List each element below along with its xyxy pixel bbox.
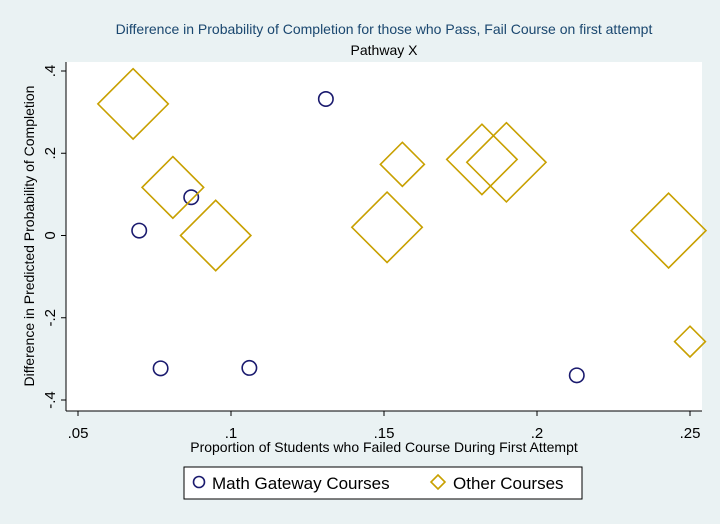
y-tick-label: 0 — [42, 231, 59, 239]
other-course-point — [350, 190, 424, 264]
legend-other-label: Other Courses — [453, 474, 564, 493]
other-course-point — [445, 123, 519, 196]
math-gateway-point — [183, 189, 200, 206]
y-tick-label: -.4 — [42, 391, 59, 409]
chart-title: Difference in Probability of Completion … — [116, 21, 653, 37]
y-tick-label: .4 — [42, 65, 59, 78]
math-gateway-point — [131, 222, 148, 239]
other-course-point — [673, 325, 707, 359]
legend-math-label: Math Gateway Courses — [212, 474, 390, 493]
legend-box — [183, 466, 583, 500]
legend: Math Gateway Courses Other Courses — [183, 466, 583, 500]
x-tick-label: .2 — [531, 425, 544, 442]
x-tick-label: .15 — [374, 425, 395, 442]
other-course-point — [140, 155, 205, 220]
y-axis-ticks: -.4 -.2 0 .2 .4 — [42, 65, 66, 409]
other-course-point — [465, 121, 548, 204]
legend-math-marker-icon — [192, 475, 206, 489]
math-gateway-point — [152, 360, 169, 377]
math-gateway-point — [568, 367, 585, 384]
other-course-point — [96, 67, 170, 141]
y-axis-title: Difference in Predicted Probability of C… — [21, 86, 37, 387]
y-tick-label: .2 — [42, 147, 59, 160]
data-points — [96, 67, 708, 384]
other-course-point — [379, 141, 426, 188]
x-tick-label: .1 — [225, 425, 238, 442]
other-course-point — [630, 192, 708, 270]
plot-area — [66, 62, 702, 411]
x-axis-title: Proportion of Students who Failed Course… — [190, 439, 578, 455]
x-tick-label: .05 — [68, 425, 89, 442]
chart-subtitle: Pathway X — [351, 42, 419, 58]
math-gateway-point — [241, 359, 258, 376]
x-tick-label: .25 — [680, 425, 701, 442]
math-gateway-point — [317, 90, 334, 107]
other-course-point — [179, 199, 253, 272]
y-tick-label: -.2 — [42, 309, 59, 327]
x-axis-ticks: .05 .1 .15 .2 .25 — [68, 411, 701, 442]
legend-other-marker-icon — [429, 473, 447, 491]
